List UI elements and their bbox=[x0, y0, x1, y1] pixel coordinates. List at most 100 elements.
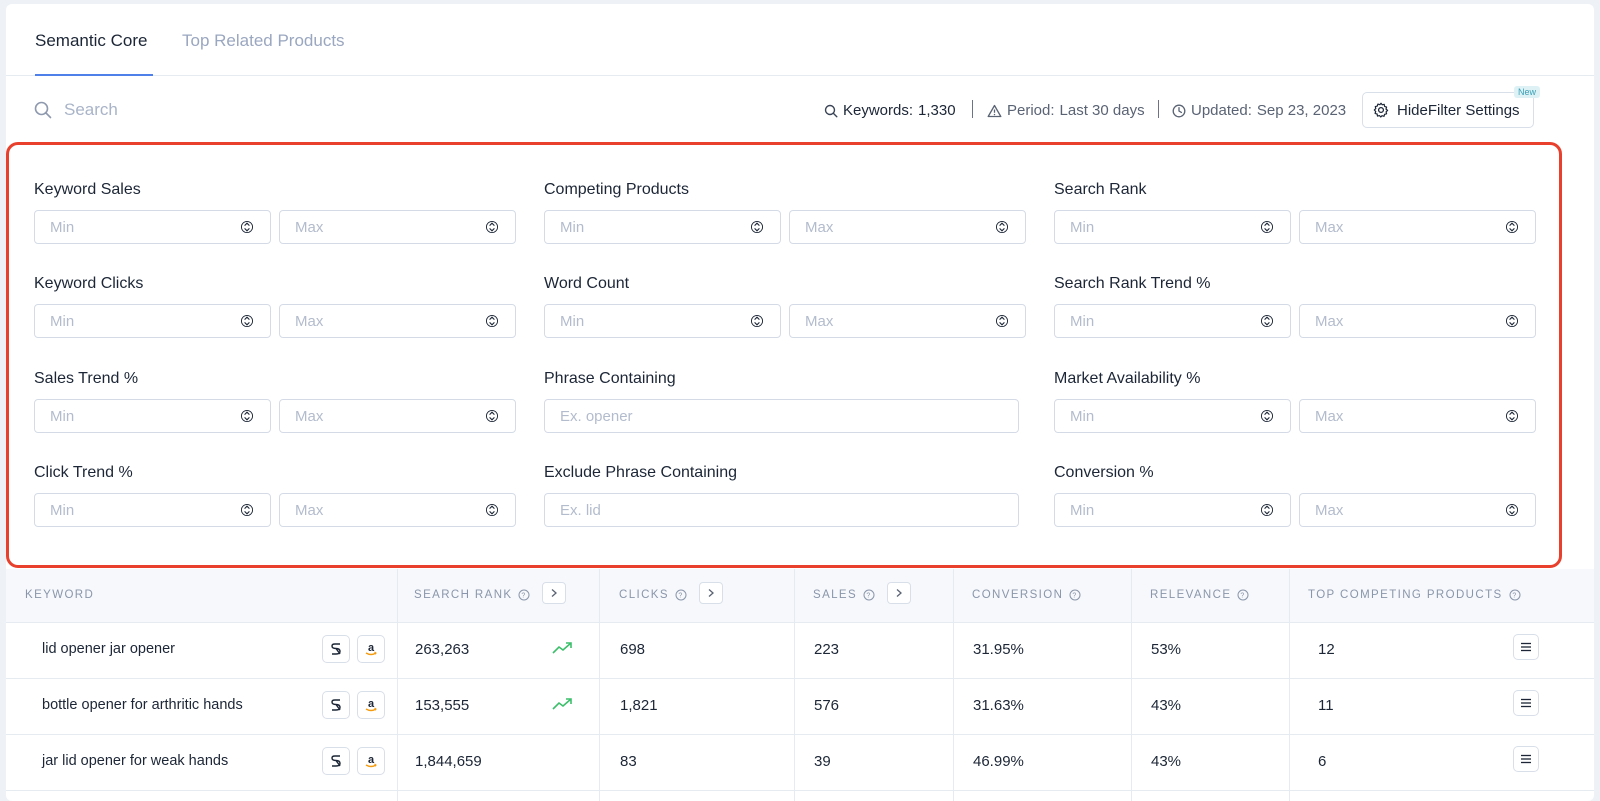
chevron-right-icon bbox=[896, 589, 903, 597]
svg-text:?: ? bbox=[1241, 593, 1246, 600]
keyword-clicks-max-input[interactable] bbox=[279, 304, 516, 338]
updated-label: Updated: bbox=[1191, 102, 1252, 119]
col-header-sales[interactable]: SALES ? bbox=[813, 582, 912, 604]
phrase-containing-input[interactable] bbox=[544, 399, 1019, 433]
clicks-cell: 83 bbox=[620, 753, 637, 770]
period-value: Last 30 days bbox=[1059, 102, 1145, 119]
tab-top-related-products[interactable]: Top Related Products bbox=[182, 31, 345, 50]
search-rank-max-input[interactable] bbox=[1299, 210, 1536, 244]
table-row[interactable]: jar lid opener for weak hands a 1,844,65… bbox=[6, 735, 1594, 791]
help-icon: ? bbox=[518, 589, 530, 600]
trend-up-icon bbox=[552, 642, 572, 654]
competing-products-label: Competing Products bbox=[544, 181, 689, 198]
row-menu-button[interactable] bbox=[1513, 634, 1539, 660]
expand-clicks-button[interactable] bbox=[698, 582, 723, 604]
competing-products-min-input[interactable] bbox=[544, 210, 781, 244]
col-header-top-competing-label: TOP COMPETING PRODUCTS bbox=[1308, 589, 1503, 601]
col-header-clicks[interactable]: CLICKS ? bbox=[619, 582, 723, 604]
meta-divider bbox=[972, 100, 973, 118]
column-divider bbox=[397, 569, 398, 801]
menu-icon bbox=[1521, 698, 1531, 708]
clock-icon bbox=[1172, 104, 1186, 117]
search-rank-tool-button[interactable] bbox=[322, 635, 350, 663]
amazon-link-button[interactable]: a bbox=[357, 747, 385, 775]
filter-settings-panel: Keyword Sales Keyword Clicks Sales Trend… bbox=[6, 142, 1562, 568]
search-rank-trend-min-input[interactable] bbox=[1054, 304, 1291, 338]
active-tab-indicator bbox=[35, 74, 153, 76]
menu-icon bbox=[1521, 642, 1531, 652]
gear-icon bbox=[1373, 102, 1389, 118]
column-divider bbox=[1131, 569, 1132, 801]
svg-text:a: a bbox=[368, 642, 375, 654]
warning-icon bbox=[987, 104, 1002, 117]
table-row[interactable]: lid opener jar opener a 263,263 698 223 … bbox=[6, 623, 1594, 679]
amazon-link-button[interactable]: a bbox=[357, 635, 385, 663]
chevron-right-icon bbox=[708, 589, 714, 597]
keyword-cell: jar lid opener for weak hands bbox=[42, 753, 229, 769]
tab-semantic-core[interactable]: Semantic Core bbox=[35, 31, 148, 50]
help-icon: ? bbox=[1237, 589, 1249, 601]
hide-filter-settings-label: HideFilter Settings bbox=[1397, 101, 1520, 119]
conversion-min-input[interactable] bbox=[1054, 493, 1291, 527]
search-rank-tool-button[interactable] bbox=[322, 691, 350, 719]
help-icon: ? bbox=[1509, 589, 1521, 601]
keyword-sales-label: Keyword Sales bbox=[34, 181, 141, 198]
trend-up-icon bbox=[552, 698, 572, 710]
click-trend-min-input[interactable] bbox=[34, 493, 271, 527]
amazon-icon: a bbox=[365, 642, 377, 656]
col-header-keyword[interactable]: KEYWORD bbox=[25, 589, 94, 601]
market-availability-max-input[interactable] bbox=[1299, 399, 1536, 433]
updated-info: Updated: Sep 23, 2023 bbox=[1172, 102, 1346, 119]
relevance-cell: 43% bbox=[1151, 697, 1182, 714]
keywords-table: KEYWORD SEARCH RANK ? CLICKS ? SALES ? C… bbox=[6, 569, 1594, 801]
expand-search-rank-button[interactable] bbox=[542, 582, 567, 604]
row-menu-button[interactable] bbox=[1513, 690, 1539, 716]
column-divider bbox=[794, 569, 795, 801]
svg-text:?: ? bbox=[522, 592, 527, 599]
meta-divider bbox=[1158, 100, 1159, 118]
click-trend-max-input[interactable] bbox=[279, 493, 516, 527]
keyword-sales-min-input[interactable] bbox=[34, 210, 271, 244]
svg-text:?: ? bbox=[1512, 593, 1517, 600]
top-competing-cell: 6 bbox=[1318, 753, 1327, 770]
exclude-phrase-input[interactable] bbox=[544, 493, 1019, 527]
col-header-conversion[interactable]: CONVERSION ? bbox=[972, 589, 1081, 601]
keyword-cell: bottle opener for arthritic hands bbox=[42, 697, 243, 713]
conversion-max-input[interactable] bbox=[1299, 493, 1536, 527]
keyword-sales-max-input[interactable] bbox=[279, 210, 516, 244]
hide-filter-settings-button[interactable]: HideFilter Settings bbox=[1362, 92, 1534, 128]
sales-trend-max-input[interactable] bbox=[279, 399, 516, 433]
expand-sales-button[interactable] bbox=[887, 582, 912, 604]
market-availability-min-input[interactable] bbox=[1054, 399, 1291, 433]
word-count-min-input[interactable] bbox=[544, 304, 781, 338]
col-header-search-rank[interactable]: SEARCH RANK ? bbox=[414, 582, 567, 604]
clicks-cell: 698 bbox=[620, 641, 646, 658]
search-rank-label: Search Rank bbox=[1054, 181, 1147, 198]
sr-logo-icon bbox=[331, 699, 341, 711]
keyword-clicks-min-input[interactable] bbox=[34, 304, 271, 338]
amazon-link-button[interactable]: a bbox=[357, 691, 385, 719]
market-availability-label: Market Availability % bbox=[1054, 370, 1201, 387]
keyword-cell: lid opener jar opener bbox=[42, 641, 176, 657]
row-menu-button[interactable] bbox=[1513, 746, 1539, 772]
relevance-cell: 53% bbox=[1151, 641, 1182, 658]
column-divider bbox=[599, 569, 600, 801]
chevron-right-icon bbox=[552, 589, 558, 597]
column-divider bbox=[953, 569, 954, 801]
period-info: Period: Last 30 days bbox=[987, 102, 1145, 119]
search-rank-trend-max-input[interactable] bbox=[1299, 304, 1536, 338]
conversion-label: Conversion % bbox=[1054, 464, 1154, 481]
search-rank-tool-button[interactable] bbox=[322, 747, 350, 775]
col-header-relevance[interactable]: RELEVANCE ? bbox=[1150, 589, 1249, 601]
competing-products-max-input[interactable] bbox=[789, 210, 1026, 244]
col-header-clicks-label: CLICKS bbox=[619, 588, 669, 601]
search-rank-min-input[interactable] bbox=[1054, 210, 1291, 244]
word-count-max-input[interactable] bbox=[789, 304, 1026, 338]
svg-text:a: a bbox=[368, 698, 375, 710]
table-row[interactable]: bottle opener for arthritic hands a 153,… bbox=[6, 679, 1594, 735]
search-input[interactable] bbox=[64, 96, 464, 124]
top-competing-cell: 11 bbox=[1318, 697, 1334, 714]
sales-trend-min-input[interactable] bbox=[34, 399, 271, 433]
click-trend-label: Click Trend % bbox=[34, 464, 133, 481]
col-header-top-competing-products[interactable]: TOP COMPETING PRODUCTS ? bbox=[1308, 589, 1521, 601]
